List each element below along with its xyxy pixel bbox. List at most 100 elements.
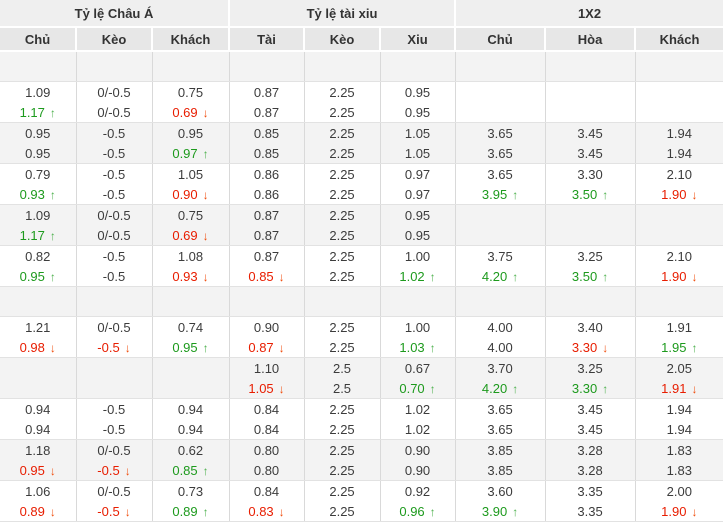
odds-value: 1.21 (25, 319, 51, 335)
odds-value: 3.95 (481, 186, 508, 202)
odds-cell: 0.83 ↓ (229, 501, 305, 522)
up-arrow-icon: ↑ (512, 381, 519, 396)
odds-value: 2.25 (329, 145, 355, 161)
odds-cell: 2.25 (304, 337, 381, 358)
odds-cell: 0.74 (152, 316, 230, 337)
odds-value: 3.30 (571, 380, 598, 396)
odds-cell: -0.5 (76, 184, 153, 205)
odds-value: 0.94 (25, 421, 51, 437)
odds-cell: 1.09 (0, 81, 77, 102)
odds-value: 0.90 (404, 442, 431, 458)
odds-value: 0.95 (172, 339, 198, 355)
odds-cell: 4.00 (455, 337, 546, 358)
odds-row: 0.89 ↓ -0.5 ↓ 0.89 ↑ 0.83 ↓ 2.25 0.96 ↑ 3.90 ↑ 3.35 1.… (0, 501, 723, 522)
odds-cell: -0.5 ↓ (76, 337, 153, 358)
down-arrow-icon: ↓ (278, 340, 285, 355)
odds-cell: 3.45 (545, 143, 636, 164)
section-header-over-under: Tỷ lệ tài xiu (229, 0, 457, 28)
odds-cell: -0.5 (76, 419, 153, 440)
odds-row: 1.09 0/-0.5 0.75 0.87 2.25 0.95 (0, 81, 723, 102)
odds-cell: 3.75 (455, 245, 546, 266)
odds-value: 1.95 (661, 339, 687, 355)
odds-value: 2.25 (329, 483, 355, 499)
odds-cell (152, 357, 230, 378)
odds-value: 3.45 (577, 125, 603, 141)
odds-cell: 0.95 (152, 122, 230, 143)
column-header-row: Chủ Kèo Khách Tài Kèo Xiu Chủ Hòa Khách (0, 27, 723, 52)
down-arrow-icon: ↓ (691, 269, 698, 284)
odds-value: 0.87 (253, 248, 280, 264)
odds-value: 3.45 (577, 421, 603, 437)
odds-row: 0.94 -0.5 0.94 0.84 2.25 1.02 3.65 3.45 1.94 (0, 398, 723, 419)
odds-value: 0.94 (25, 401, 51, 417)
odds-value: 3.60 (487, 483, 513, 499)
odds-value: 3.70 (487, 360, 513, 376)
odds-cell: 3.65 (455, 163, 546, 184)
odds-value: 0.86 (253, 186, 280, 202)
down-arrow-icon: ↓ (691, 504, 698, 519)
odds-cell: 2.25 (304, 204, 381, 225)
empty-cell (304, 51, 381, 82)
odds-value: 0.97 (404, 186, 431, 202)
up-arrow-icon: ↑ (202, 463, 209, 478)
odds-cell: 0/-0.5 (76, 439, 153, 460)
odds-row: 1.05 ↓ 2.5 0.70 ↑ 4.20 ↑ 3.30 ↑ 1.91 ↓ (0, 378, 723, 399)
odds-value: 1.06 (25, 483, 51, 499)
odds-cell: -0.5 (76, 163, 153, 184)
odds-cell: 0/-0.5 (76, 225, 153, 246)
odds-value: 0.89 (172, 503, 198, 519)
odds-value: 0.93 (19, 186, 45, 202)
odds-value: 0.87 (253, 227, 280, 243)
odds-value: 1.10 (253, 360, 280, 376)
odds-cell: 0.95 (0, 122, 77, 143)
odds-value: 0.85 (248, 268, 274, 284)
odds-table-header: Tỷ lệ Châu Á Tỷ lệ tài xiu 1X2 Chủ Kèo K… (0, 0, 723, 52)
odds-cell: 0.95 (380, 102, 456, 123)
odds-cell: 2.00 (635, 480, 723, 501)
odds-cell: 1.95 ↑ (635, 337, 723, 358)
odds-value: 0.80 (253, 462, 280, 478)
odds-cell: 0.84 (229, 419, 305, 440)
odds-cell: 0.95 (380, 204, 456, 225)
down-arrow-icon: ↓ (202, 105, 209, 120)
empty-cell (380, 286, 456, 317)
odds-cell: 2.25 (304, 163, 381, 184)
odds-cell: 1.94 (635, 143, 723, 164)
odds-cell: 0.79 (0, 163, 77, 184)
odds-value: 2.25 (329, 104, 355, 120)
odds-value: 0.93 (172, 268, 198, 284)
odds-value: 2.25 (329, 248, 355, 264)
odds-cell: 1.02 (380, 419, 456, 440)
odds-row: 1.06 0/-0.5 0.73 0.84 2.25 0.92 3.60 3.35 2.00 (0, 480, 723, 501)
odds-value: 3.35 (577, 483, 603, 499)
odds-value: 3.85 (487, 462, 513, 478)
odds-cell: 0.87 (229, 225, 305, 246)
odds-cell: 0.62 (152, 439, 230, 460)
odds-cell (0, 378, 77, 399)
odds-value: 1.94 (666, 421, 692, 437)
odds-value: 0.95 (177, 125, 204, 141)
empty-cell (545, 286, 636, 317)
odds-cell: -0.5 (76, 398, 153, 419)
odds-value: 0.90 (172, 186, 198, 202)
up-arrow-icon: ↑ (202, 340, 209, 355)
odds-value: 2.25 (329, 442, 355, 458)
odds-cell: 0.93 ↑ (0, 184, 77, 205)
odds-value: 1.02 (404, 421, 431, 437)
odds-cell: 2.25 (304, 460, 381, 481)
odds-value: 0.84 (253, 483, 280, 499)
odds-value: 0.92 (404, 483, 431, 499)
odds-row: 0.79 -0.5 1.05 0.86 2.25 0.97 3.65 3.30 2.10 (0, 163, 723, 184)
odds-cell: 0.69 ↓ (152, 102, 230, 123)
odds-value: 0/-0.5 (97, 227, 131, 243)
odds-cell: 0.95 ↑ (0, 266, 77, 287)
up-arrow-icon: ↑ (202, 146, 209, 161)
odds-value: 0.62 (177, 442, 204, 458)
up-arrow-icon: ↑ (691, 340, 698, 355)
odds-cell: 0.95 (380, 225, 456, 246)
odds-value: 3.45 (577, 145, 603, 161)
odds-cell: 3.70 (455, 357, 546, 378)
odds-value: 1.91 (661, 380, 687, 396)
odds-value: 1.02 (404, 401, 431, 417)
odds-value: 3.75 (487, 248, 513, 264)
